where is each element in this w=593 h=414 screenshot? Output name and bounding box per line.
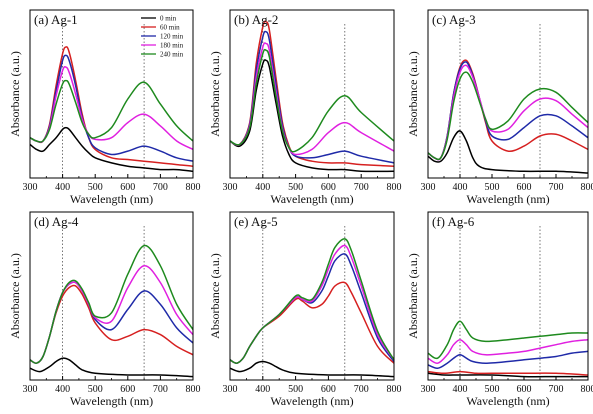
plot-frame: [29, 211, 194, 381]
y-axis-title: Absorbance (a.u.): [406, 253, 420, 339]
x-tick-label: 300: [421, 182, 436, 193]
x-tick-label: 700: [549, 384, 564, 395]
panel-title: (f) Ag-6: [432, 214, 475, 229]
series-line-0-min: [229, 360, 395, 378]
x-axis-title: Wavelength (nm): [466, 394, 549, 408]
x-tick-label: 600: [517, 182, 532, 193]
x-tick-label: 800: [581, 182, 593, 193]
x-tick-label: 600: [517, 384, 532, 395]
series-line-180-min: [229, 244, 395, 364]
x-tick-label: 700: [354, 384, 369, 395]
panel-title: (b) Ag-2: [234, 12, 278, 27]
x-tick-label: 400: [55, 384, 70, 395]
y-axis-title: Absorbance (a.u.): [406, 51, 420, 137]
x-tick-label: 800: [387, 384, 402, 395]
x-axis-title: Wavelength (nm): [270, 192, 353, 206]
series-line-240-min: [229, 238, 395, 364]
series-line-60-min: [427, 370, 589, 376]
panel-4: 300 400 500 600 700 800 Wavelength (nm) Absorba…: [8, 211, 201, 408]
panel-title: (e) Ag-5: [234, 214, 278, 229]
x-axis-title: Wavelength (nm): [466, 192, 549, 206]
series-line-240-min: [29, 244, 194, 364]
legend-label: 120 min: [160, 33, 184, 41]
legend-label: 0 min: [160, 15, 177, 23]
plot-frame: [427, 9, 589, 179]
legend-label: 240 min: [160, 51, 184, 59]
x-tick-label: 700: [354, 182, 369, 193]
series-line-0-min: [29, 126, 194, 173]
series-line-240-min: [29, 79, 194, 143]
x-tick-label: 400: [453, 182, 468, 193]
series-line-240-min: [427, 320, 589, 360]
y-axis-title: Absorbance (a.u.): [208, 51, 222, 137]
x-tick-label: 300: [23, 182, 38, 193]
panel-title: (d) Ag-4: [34, 214, 79, 229]
legend-label: 180 min: [160, 42, 184, 50]
x-tick-label: 800: [387, 182, 402, 193]
x-tick-label: 500: [288, 384, 303, 395]
series-line-60-min: [229, 281, 395, 364]
panel-5: 300 400 500 600 700 800 Wavelength (nm) Absorba…: [208, 211, 402, 408]
y-axis-title: Absorbance (a.u.): [208, 253, 222, 339]
x-tick-label: 800: [186, 182, 201, 193]
x-tick-label: 700: [153, 384, 168, 395]
panel-6: 300 400 500 600 700 800 Wavelength (nm) Absorba…: [406, 211, 593, 408]
x-tick-label: 800: [581, 384, 593, 395]
panel-title: (c) Ag-3: [432, 12, 476, 27]
x-tick-label: 600: [120, 182, 135, 193]
x-tick-label: 400: [453, 384, 468, 395]
x-tick-label: 500: [88, 182, 103, 193]
y-axis-title: Absorbance (a.u.): [8, 253, 22, 339]
panel-1: 300 400 500 600 700 800 Wavelength (nm) Absorba…: [8, 9, 201, 206]
x-tick-label: 700: [153, 182, 168, 193]
series-line-120-min: [427, 350, 589, 369]
legend-label: 60 min: [160, 24, 180, 32]
x-tick-label: 400: [55, 182, 70, 193]
panel-3: 300 400 500 600 700 800 Wavelength (nm) Absorba…: [406, 9, 593, 206]
x-tick-label: 600: [120, 384, 135, 395]
x-axis-title: Wavelength (nm): [70, 394, 153, 408]
x-tick-label: 600: [321, 384, 336, 395]
series-line-180-min: [427, 338, 589, 364]
series-line-0-min: [427, 130, 589, 174]
x-tick-label: 300: [223, 182, 238, 193]
x-tick-label: 600: [321, 182, 336, 193]
x-tick-label: 500: [485, 182, 500, 193]
panel-title: (a) Ag-1: [34, 12, 78, 27]
x-tick-label: 500: [288, 182, 303, 193]
x-tick-label: 500: [485, 384, 500, 395]
x-tick-label: 400: [255, 182, 270, 193]
x-tick-label: 300: [421, 384, 436, 395]
panel-2: 300 400 500 600 700 800 Wavelength (nm) Absorba…: [208, 9, 402, 206]
y-axis-title: Absorbance (a.u.): [8, 51, 22, 137]
series-line-240-min: [427, 71, 589, 161]
series-line-240-min: [229, 48, 395, 153]
x-tick-label: 500: [88, 384, 103, 395]
x-tick-label: 700: [549, 182, 564, 193]
x-tick-label: 400: [255, 384, 270, 395]
plot-frame: [229, 211, 395, 381]
x-tick-label: 800: [186, 384, 201, 395]
x-axis-title: Wavelength (nm): [70, 192, 153, 206]
x-tick-label: 300: [23, 384, 38, 395]
series-line-0-min: [29, 357, 194, 378]
series-line-120-min: [29, 281, 194, 364]
x-axis-title: Wavelength (nm): [270, 394, 353, 408]
x-tick-label: 300: [223, 384, 238, 395]
